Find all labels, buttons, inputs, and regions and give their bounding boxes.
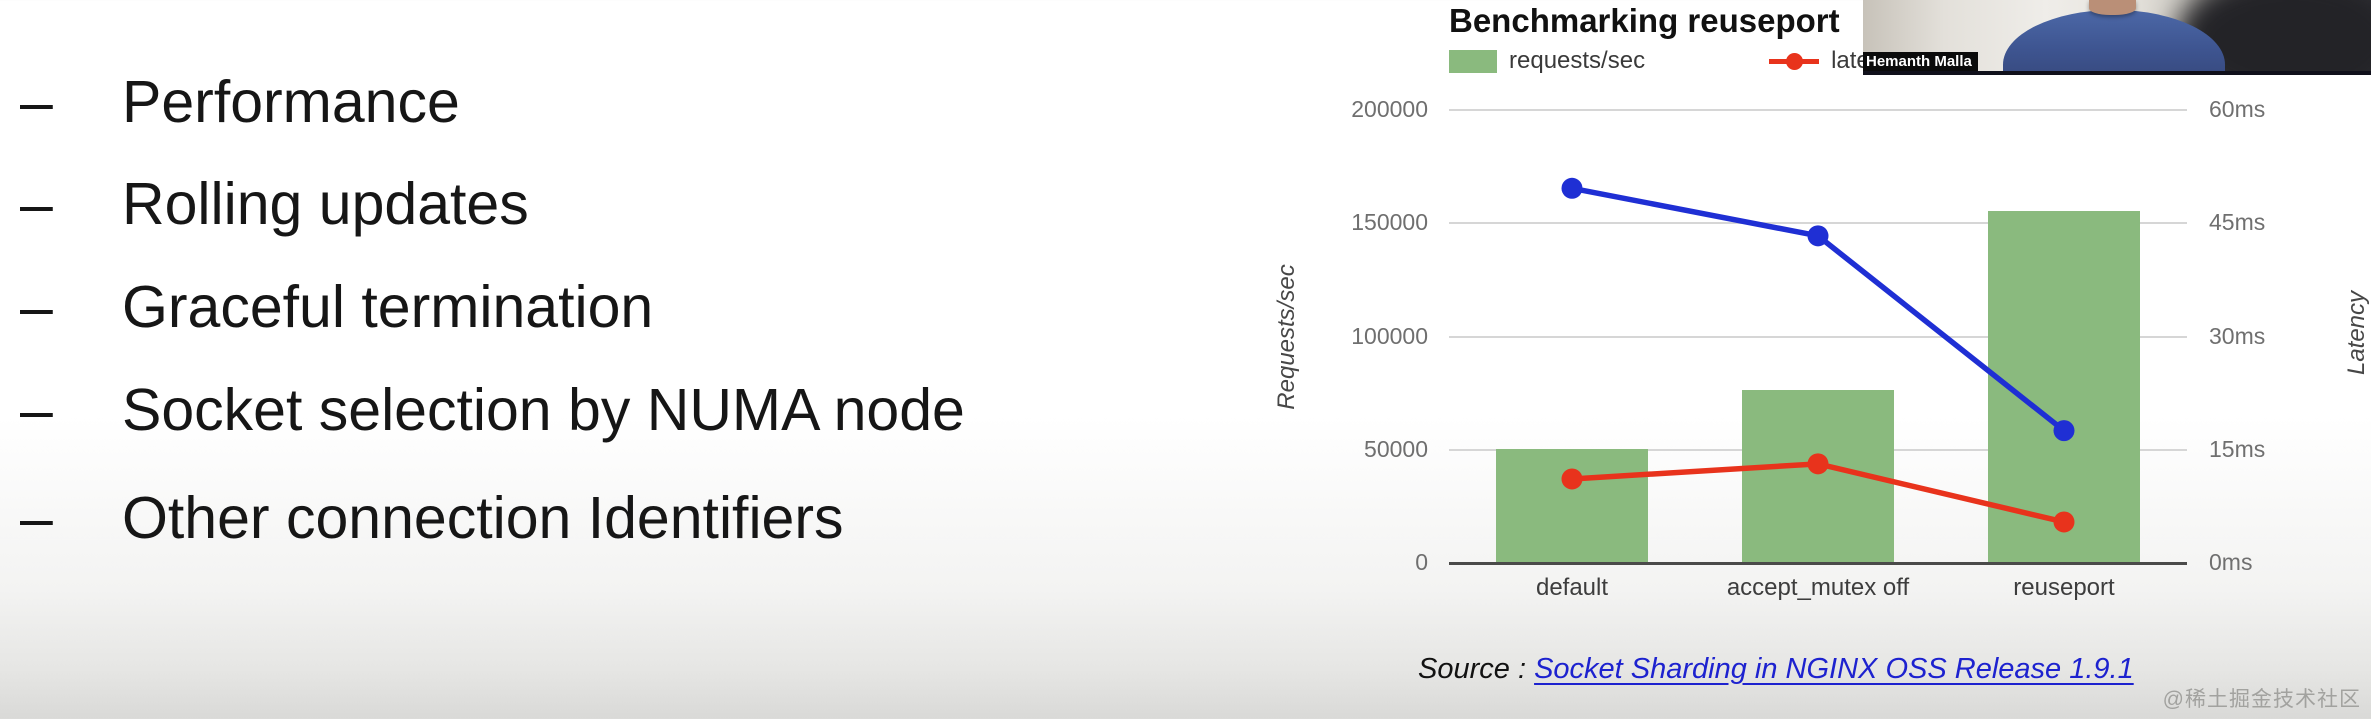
source-prefix: Source : bbox=[1418, 653, 1535, 685]
latency (ms-point bbox=[1807, 453, 1829, 475]
line-series-layer bbox=[1561, 177, 2075, 533]
right-axis-title: Latency bbox=[2343, 290, 2370, 376]
bullet-dash-icon: – bbox=[20, 171, 53, 237]
x-axis-label: default bbox=[1535, 574, 1609, 601]
webcam-bottom-border bbox=[1863, 71, 2371, 75]
right-axis-tick-label: 45ms bbox=[2209, 209, 2266, 236]
gridline bbox=[1449, 335, 2187, 338]
bullet-label: Performance bbox=[122, 69, 460, 135]
bullet-item: – Graceful termination bbox=[20, 271, 653, 343]
right-axis-tick-label: 60ms bbox=[2209, 96, 2266, 122]
chart-title: Benchmarking reuseport bbox=[1449, 2, 1840, 39]
bullet-dash-icon: – bbox=[20, 69, 53, 135]
unnamed-point bbox=[1561, 177, 1583, 199]
bullet-dash-icon: – bbox=[20, 274, 53, 340]
bullet-item: – Other connection Identifiers bbox=[20, 482, 844, 554]
unnamed-point bbox=[1807, 225, 1829, 247]
right-axis-tick-label: 0ms bbox=[2209, 549, 2253, 575]
bullet-dash-icon: – bbox=[20, 485, 53, 551]
source-line: Source : Socket Sharding in NGINX OSS Re… bbox=[1418, 653, 2134, 686]
unnamed-line bbox=[1571, 185, 2066, 433]
left-axis-tick-label: 200000 bbox=[1351, 96, 1428, 122]
bullet-item: – Performance bbox=[20, 66, 460, 138]
legend-swatch-latency-icon bbox=[1769, 50, 1820, 73]
bullet-list: – Performance – Rolling updates – Graceful te… bbox=[20, 66, 965, 554]
bullet-label: Graceful termination bbox=[122, 274, 654, 340]
latency (ms-point bbox=[2053, 511, 2075, 533]
unnamed-point bbox=[2053, 420, 2075, 442]
speaker-name-tag: Hemanth Malla bbox=[1863, 52, 1978, 72]
legend-label-requests: requests/sec bbox=[1509, 47, 1646, 74]
bullet-dash-icon: – bbox=[20, 377, 53, 443]
x-axis-label: reuseport bbox=[2013, 574, 2115, 601]
gridline bbox=[1449, 109, 2187, 111]
left-axis-tick-label: 100000 bbox=[1351, 322, 1428, 349]
gridline bbox=[1449, 222, 2187, 225]
bullet-label: Rolling updates bbox=[122, 171, 529, 237]
source-link[interactable]: Socket Sharding in NGINX OSS Release 1.9… bbox=[1534, 653, 2134, 685]
x-axis-baseline bbox=[1449, 562, 2187, 565]
webcam-overlay: Hemanth Malla bbox=[1863, 0, 2371, 75]
bullet-item: – Rolling updates bbox=[20, 168, 529, 240]
left-axis-tick-label: 50000 bbox=[1364, 435, 1428, 462]
x-axis-label: accept_mutex off bbox=[1726, 574, 1910, 601]
left-axis-tick-label: 150000 bbox=[1351, 209, 1428, 236]
bullet-label: Socket selection by NUMA node bbox=[122, 377, 965, 443]
legend-swatch-requests-icon bbox=[1449, 49, 1497, 73]
bullet-label: Other connection Identifiers bbox=[122, 485, 844, 551]
right-axis-tick-label: 30ms bbox=[2209, 322, 2266, 349]
bullet-item: – Socket selection by NUMA node bbox=[20, 374, 965, 446]
left-axis-title: Requests/sec bbox=[1273, 264, 1300, 410]
right-axis-tick-label: 15ms bbox=[2209, 435, 2266, 462]
watermark: @稀土掘金技术社区 bbox=[2162, 688, 2361, 711]
latency (ms-point bbox=[1561, 468, 1583, 490]
chart-plot-area bbox=[1449, 109, 2187, 565]
speaker-neck bbox=[2089, 0, 2136, 15]
left-axis-tick-label: 0 bbox=[1415, 549, 1428, 575]
bar-default bbox=[1496, 448, 1648, 564]
